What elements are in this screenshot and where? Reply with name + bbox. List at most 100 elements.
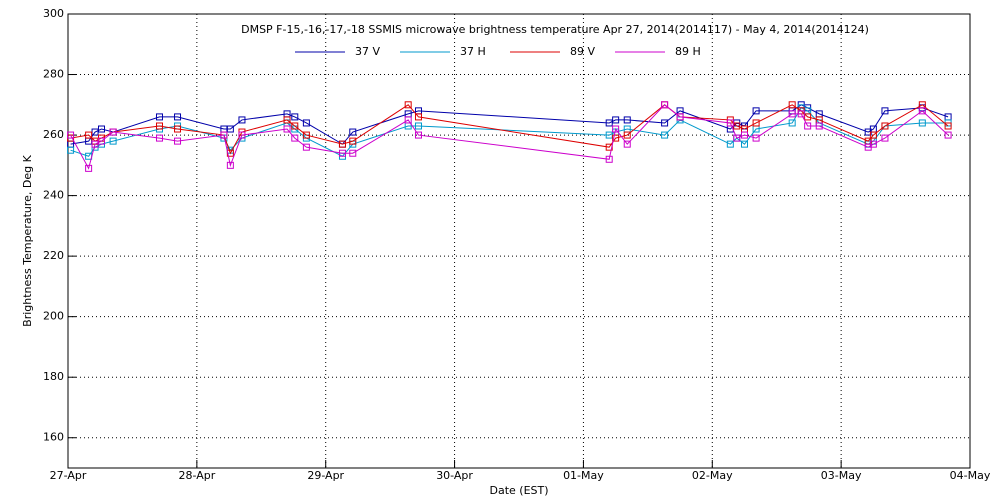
point-marker (612, 134, 620, 142)
series-line (70, 104, 949, 145)
point-marker (174, 125, 182, 133)
point-marker (726, 140, 734, 148)
y-tick-label: 240 (43, 189, 64, 202)
point-marker (302, 143, 310, 151)
point-marker (98, 125, 106, 133)
point-marker (338, 149, 346, 157)
point-marker (291, 113, 299, 121)
point-marker (788, 110, 796, 118)
point-marker (623, 116, 631, 124)
point-marker (238, 131, 246, 139)
y-tick-label: 180 (43, 370, 64, 383)
point-marker (804, 122, 812, 130)
point-marker (220, 131, 228, 139)
point-marker (238, 116, 246, 124)
y-tick-label: 160 (43, 431, 64, 444)
point-marker (85, 164, 93, 172)
y-axis-label: Brightness Temperature, Deg K (21, 154, 34, 326)
point-marker (797, 110, 805, 118)
point-marker (881, 122, 889, 130)
point-marker (349, 137, 357, 145)
point-marker (612, 125, 620, 133)
series-line (70, 104, 949, 155)
point-marker (291, 134, 299, 142)
point-marker (109, 137, 117, 145)
legend-label: 37 V (355, 45, 380, 58)
point-marker (676, 113, 684, 121)
point-marker (741, 140, 748, 148)
y-tick-label: 280 (43, 68, 64, 81)
point-marker (661, 119, 669, 127)
point-marker (226, 161, 234, 169)
point-marker (98, 137, 106, 145)
y-tick-label: 260 (43, 128, 64, 141)
point-marker (752, 134, 760, 142)
point-marker (605, 155, 613, 163)
point-marker (752, 119, 760, 127)
point-marker (226, 125, 234, 133)
x-tick-label: 30-Apr (436, 469, 473, 482)
point-marker (414, 122, 422, 130)
legend-label: 89 V (570, 45, 595, 58)
x-tick-label: 28-Apr (178, 469, 215, 482)
point-marker (155, 134, 163, 142)
point-marker (733, 134, 741, 142)
x-tick-label: 02-May (692, 469, 733, 482)
point-marker (788, 101, 796, 109)
legend-label: 37 H (460, 45, 486, 58)
y-tick-label: 200 (43, 310, 64, 323)
point-marker (788, 119, 796, 127)
point-marker (726, 119, 734, 127)
chart-title: DMSP F-15,-16,-17,-18 SSMIS microwave br… (241, 23, 869, 36)
series-line (70, 107, 949, 157)
x-axis-label: Date (EST) (489, 484, 548, 497)
point-marker (661, 101, 669, 109)
x-tick-label: 27-Apr (50, 469, 87, 482)
point-marker (338, 140, 346, 148)
point-marker (67, 146, 75, 154)
point-marker (302, 131, 310, 139)
point-marker (155, 113, 163, 121)
point-marker (881, 134, 889, 142)
legend-label: 89 H (675, 45, 701, 58)
x-tick-label: 29-Apr (307, 469, 344, 482)
point-marker (85, 131, 93, 139)
point-marker (881, 107, 889, 115)
point-marker (283, 116, 291, 124)
x-tick-label: 04-May (950, 469, 991, 482)
point-marker (944, 122, 952, 130)
point-marker (155, 122, 163, 130)
point-marker (918, 107, 926, 115)
point-marker (741, 131, 748, 139)
plot-frame (67, 13, 971, 469)
point-marker (752, 107, 760, 115)
point-marker (349, 128, 357, 136)
point-marker (414, 131, 422, 139)
point-marker (612, 116, 620, 124)
point-marker (174, 137, 182, 145)
x-tick-label: 01-May (563, 469, 604, 482)
point-marker (67, 131, 75, 139)
series-line (70, 104, 949, 170)
y-tick-label: 300 (43, 7, 64, 20)
point-marker (661, 131, 669, 139)
y-tick-label: 220 (43, 249, 64, 262)
point-marker (869, 140, 877, 148)
point-marker (918, 119, 926, 127)
point-marker (815, 122, 823, 130)
point-marker (291, 122, 299, 130)
x-tick-label: 03-May (821, 469, 862, 482)
point-marker (623, 131, 631, 139)
point-marker (283, 125, 291, 133)
point-marker (869, 131, 877, 139)
point-marker (349, 149, 357, 157)
point-marker (944, 131, 952, 139)
point-marker (109, 128, 117, 136)
point-marker (404, 101, 412, 109)
point-marker (414, 113, 422, 121)
point-marker (302, 119, 310, 127)
point-marker (174, 113, 182, 121)
point-marker (623, 140, 631, 148)
point-marker (404, 116, 412, 124)
